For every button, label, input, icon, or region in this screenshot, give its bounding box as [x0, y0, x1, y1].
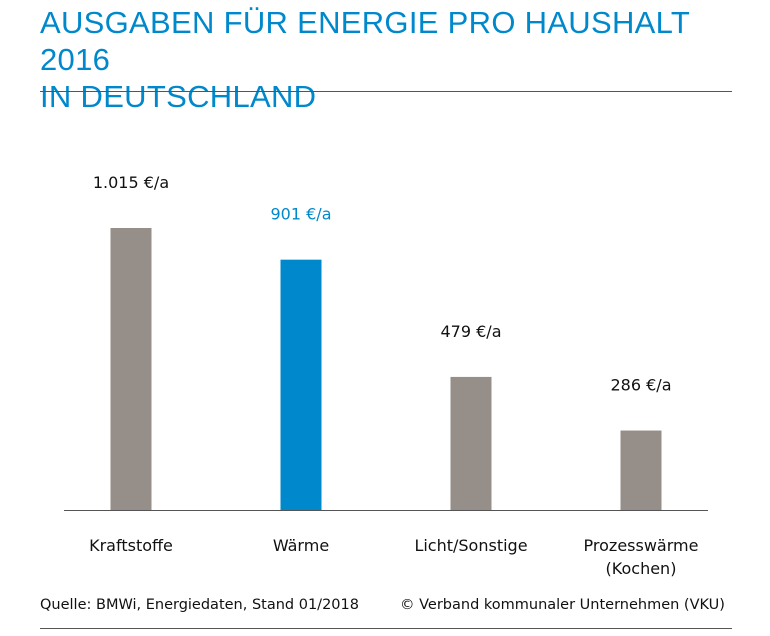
data-label-0: 1.015 €/a	[93, 173, 169, 192]
chart-title-line1: AUSGABEN FÜR ENERGIE PRO HAUSHALT 2016	[40, 5, 690, 77]
data-label-1: 901 €/a	[271, 205, 332, 224]
data-label-3: 286 €/a	[611, 376, 672, 395]
source-note: Quelle: BMWi, Energiedaten, Stand 01/201…	[40, 597, 359, 613]
category-label-1-line-0: Wärme	[273, 536, 329, 555]
category-label-1: Wärme	[273, 536, 329, 555]
bar-3	[620, 430, 662, 510]
chart-title-line2: IN DEUTSCHLAND	[40, 79, 317, 114]
top-divider	[40, 91, 732, 92]
copyright-note: © Verband kommunaler Unternehmen (VKU)	[400, 597, 725, 613]
data-label-2: 479 €/a	[441, 322, 502, 341]
category-label-3-line-1: (Kochen)	[606, 559, 677, 578]
category-label-3: Prozesswärme (Kochen)	[584, 536, 699, 578]
category-label-2-line-0: Licht/Sonstige	[414, 536, 527, 555]
category-label-0-line-0: Kraftstoffe	[89, 536, 173, 555]
category-label-3-line-0: Prozesswärme	[584, 536, 699, 555]
bar-2	[450, 376, 492, 510]
bar-0	[110, 228, 152, 510]
bottom-divider	[40, 628, 732, 629]
category-label-2: Licht/Sonstige	[414, 536, 527, 555]
category-label-0: Kraftstoffe	[89, 536, 173, 555]
bar-1	[280, 259, 322, 510]
chart-title: AUSGABEN FÜR ENERGIE PRO HAUSHALT 2016 I…	[40, 4, 740, 115]
